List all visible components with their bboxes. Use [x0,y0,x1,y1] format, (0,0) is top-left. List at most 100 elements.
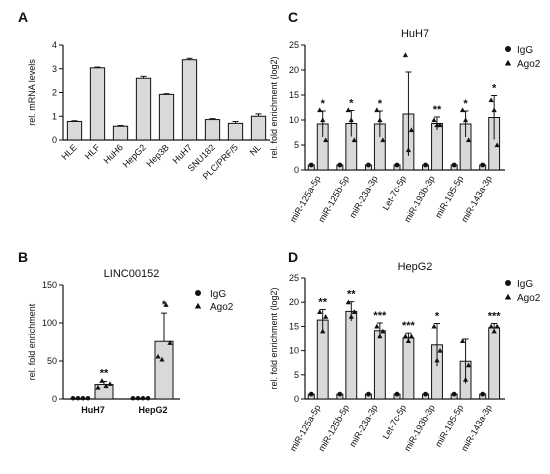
significance-label: ** [100,368,109,380]
point-ago2 [462,377,469,382]
x-tick-label: miR-125b-5p [316,174,351,224]
panel-letter: D [288,249,298,265]
y-tick-label: 100 [42,318,57,328]
bar-ago2 [488,327,501,400]
point-ago2 [99,378,105,383]
legend-ago2-label: Ago2 [517,293,541,304]
point-ago2 [494,323,500,329]
legend-igg-marker [505,46,511,52]
significance-label: ** [347,289,356,301]
significance-label: * [349,98,354,110]
y-tick-label: 15 [289,321,299,331]
point-ago2 [437,348,443,353]
significance-label: * [435,310,440,322]
point-ago2 [103,383,109,389]
x-tick-label: miR-143a-3p [459,174,494,224]
x-tick-label: Hep3B [144,142,171,169]
y-tick-label: 3 [52,64,57,74]
point-ago2 [402,52,409,58]
x-tick-label: HLE [59,142,78,161]
point-ago2 [323,137,329,143]
x-tick-label: Let-7c-5p [380,174,408,212]
x-tick-label: miR-193b-3p [402,403,437,453]
point-ago2 [348,314,354,319]
point-ago2 [402,333,409,339]
point-ago2 [320,117,326,123]
panel-letter: B [18,249,28,265]
legend-ago2-label: Ago2 [210,302,234,313]
x-tick-label: Let-7c-5p [380,403,408,441]
legend-ago2-marker [194,302,202,309]
x-tick-label: NL [248,142,263,157]
y-tick-label: 20 [289,297,299,307]
y-tick-label: 15 [289,90,299,100]
legend-ago2-marker [504,293,512,300]
point-ago2 [95,385,101,390]
x-tick-label: miR-195-5p [433,174,465,220]
significance-label: * [492,83,497,95]
y-tick-label: 4 [52,40,57,50]
y-tick-label: 150 [42,280,57,290]
bar [250,115,267,141]
point-ago2 [459,338,466,343]
point-ago2 [405,338,412,343]
point-ago2 [317,107,323,113]
point-ago2 [351,309,357,314]
legend-igg-marker [505,280,511,286]
point-igg [394,162,400,168]
significance-label: *** [402,320,416,332]
point-ago2 [408,333,415,339]
point-igg [135,396,141,401]
point-igg [394,391,400,397]
significance-label: * [463,98,468,110]
point-igg [75,396,81,401]
point-igg [85,396,91,401]
bar [66,120,83,141]
x-tick-label: HepG2 [121,142,148,169]
y-tick-label: 20 [289,65,299,75]
y-tick-label: 10 [289,115,299,125]
point-ago2 [491,107,497,113]
panel-letter: C [288,9,298,25]
x-tick-label: miR-23a-3p [347,174,379,220]
y-tick-label: 0 [52,394,57,404]
chart-title: HuH7 [401,28,429,40]
bar [204,119,221,141]
point-ago2 [491,328,497,334]
x-tick-label: miR-193b-3p [402,174,437,224]
y-tick-label: 0 [52,135,57,145]
bar-ago2 [345,310,358,400]
legend-igg-marker [195,290,201,296]
point-ago2 [380,328,386,334]
point-ago2 [465,362,472,368]
point-igg [366,391,371,397]
point-ago2 [159,356,165,362]
point-igg [337,162,343,168]
point-ago2 [494,142,500,148]
panel-letter: A [18,9,28,25]
point-ago2 [167,340,173,345]
point-ago2 [380,137,386,143]
bar [135,77,152,141]
y-tick-label: 5 [294,140,299,150]
point-ago2 [431,323,437,329]
point-ago2 [465,137,472,143]
legend-igg-label: IgG [517,45,533,56]
bar-ago2 [373,330,386,400]
y-tick-label: 25 [289,273,299,283]
point-ago2 [348,117,354,123]
chart-title: LINC00152 [104,268,160,280]
point-ago2 [488,97,494,103]
point-igg [423,391,428,397]
y-tick-label: 5 [294,370,299,380]
point-ago2 [345,299,351,305]
point-ago2 [320,328,326,334]
point-igg [308,391,314,397]
point-ago2 [374,107,380,113]
bar [112,125,129,141]
y-tick-label: 25 [289,40,299,50]
y-axis-label: rel. mRNA levels [27,59,37,126]
significance-label: ** [433,104,442,116]
significance-label: * [378,98,383,110]
point-igg [451,391,457,397]
